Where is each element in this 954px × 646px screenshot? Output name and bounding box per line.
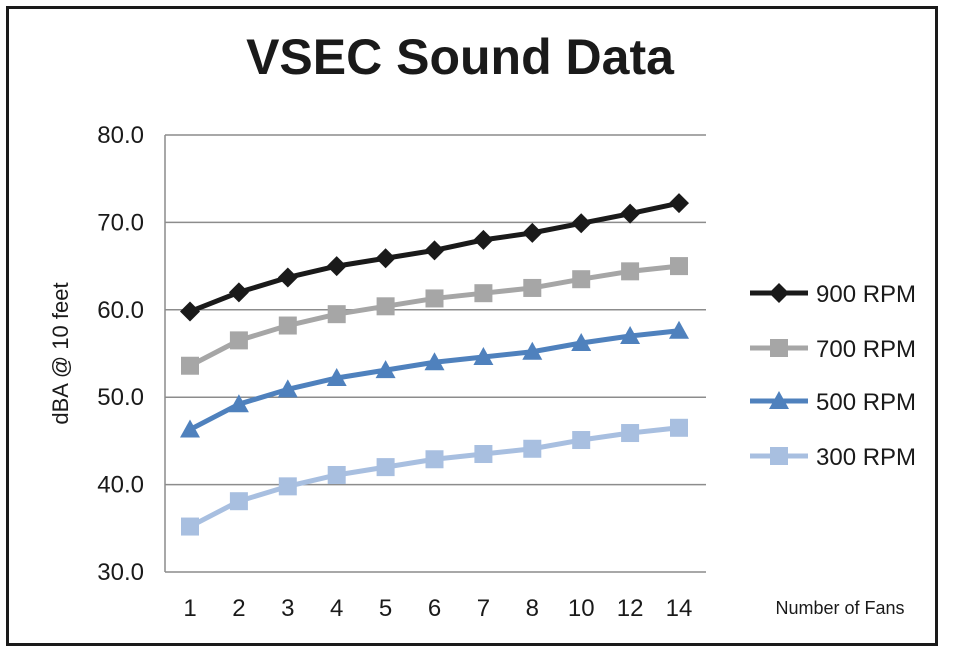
data-point bbox=[669, 193, 689, 214]
data-point bbox=[375, 360, 396, 379]
x-axis-label: Number of Fans bbox=[775, 598, 904, 618]
data-point bbox=[670, 418, 688, 437]
data-point bbox=[229, 331, 248, 350]
data-point bbox=[229, 492, 248, 511]
x-tick-label: 3 bbox=[281, 595, 294, 622]
y-tick-label: 80.0 bbox=[97, 122, 144, 149]
x-tick-label: 6 bbox=[428, 595, 441, 622]
y-axis-label: dBA @ 10 feet bbox=[48, 282, 73, 424]
legend-label: 300 RPM bbox=[816, 444, 916, 471]
x-tick-label: 1 bbox=[183, 595, 196, 622]
data-point bbox=[326, 367, 347, 386]
y-tick-label: 50.0 bbox=[97, 384, 144, 411]
data-point bbox=[571, 333, 592, 352]
data-point bbox=[572, 431, 591, 450]
x-tick-label: 4 bbox=[330, 595, 343, 622]
data-point bbox=[424, 352, 445, 371]
data-point bbox=[523, 278, 542, 297]
data-point bbox=[375, 248, 396, 269]
x-tick-label: 2 bbox=[232, 595, 245, 622]
data-point bbox=[522, 222, 543, 243]
data-point bbox=[473, 346, 494, 365]
data-point bbox=[523, 439, 542, 458]
chart-title: VSEC Sound Data bbox=[246, 29, 674, 85]
legend-marker bbox=[769, 283, 789, 303]
data-point bbox=[474, 445, 493, 464]
chart-frame bbox=[6, 6, 938, 646]
x-tick-label: 5 bbox=[379, 595, 392, 622]
data-point bbox=[326, 256, 347, 277]
legend-marker bbox=[770, 339, 788, 357]
data-point bbox=[425, 289, 444, 308]
data-point bbox=[277, 267, 298, 288]
x-tick-label: 14 bbox=[666, 595, 693, 622]
data-point bbox=[376, 458, 395, 477]
data-point bbox=[278, 477, 297, 496]
data-point bbox=[228, 282, 249, 303]
data-point bbox=[572, 270, 591, 289]
legend-label: 900 RPM bbox=[816, 281, 916, 308]
legend-label: 700 RPM bbox=[816, 336, 916, 363]
series-line bbox=[188, 425, 680, 529]
data-point bbox=[670, 257, 688, 276]
x-tick-label: 12 bbox=[617, 595, 644, 622]
data-point bbox=[277, 379, 298, 398]
data-point bbox=[621, 424, 640, 443]
data-point bbox=[327, 465, 346, 484]
data-point bbox=[424, 240, 445, 261]
legend-marker bbox=[769, 391, 789, 409]
y-tick-label: 60.0 bbox=[97, 297, 144, 324]
data-point bbox=[669, 320, 689, 339]
data-point bbox=[425, 450, 444, 469]
x-tick-label: 10 bbox=[568, 595, 595, 622]
data-point bbox=[376, 297, 395, 316]
y-tick-label: 30.0 bbox=[97, 559, 144, 586]
data-point bbox=[180, 301, 200, 322]
data-point bbox=[228, 394, 249, 413]
data-point bbox=[473, 229, 494, 250]
x-tick-label: 7 bbox=[477, 595, 490, 622]
legend-marker bbox=[770, 447, 788, 465]
y-tick-label: 70.0 bbox=[97, 209, 144, 236]
x-tick-label: 8 bbox=[526, 595, 539, 622]
legend-label: 500 RPM bbox=[816, 389, 916, 416]
data-point bbox=[181, 356, 199, 375]
data-point bbox=[181, 517, 199, 536]
y-tick-label: 40.0 bbox=[97, 472, 144, 499]
data-point bbox=[620, 203, 641, 224]
data-point bbox=[474, 284, 493, 303]
data-point bbox=[278, 316, 297, 335]
data-point bbox=[327, 305, 346, 324]
series-line bbox=[188, 328, 680, 432]
data-point bbox=[621, 262, 640, 281]
data-point bbox=[522, 341, 543, 360]
data-point bbox=[571, 213, 592, 234]
data-point bbox=[180, 419, 200, 438]
data-point bbox=[620, 326, 641, 345]
series-line bbox=[188, 263, 680, 368]
